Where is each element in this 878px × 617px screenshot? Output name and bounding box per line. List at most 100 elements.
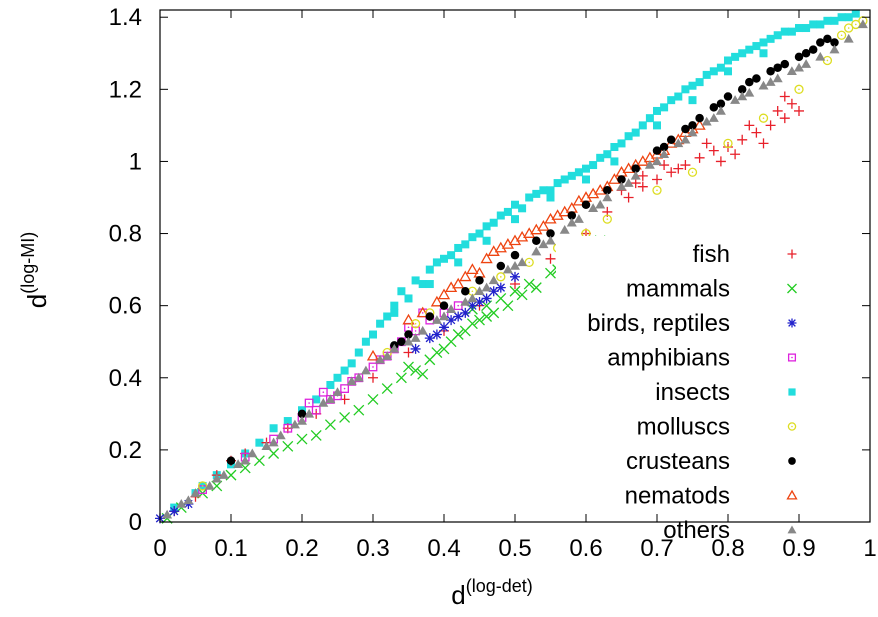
data-point-molluscs (410, 319, 421, 329)
data-point-insects (283, 417, 292, 426)
data-point-others (211, 473, 222, 483)
data-point-others (652, 156, 662, 166)
data-point-crusteans (404, 330, 413, 339)
data-point-nematods (693, 119, 706, 130)
data-point-insects (567, 171, 576, 180)
data-point-insects (617, 139, 626, 148)
data-point-insects (553, 179, 562, 188)
data-point-others (566, 217, 577, 227)
data-point-mammals (381, 383, 393, 395)
data-point-insects (468, 233, 477, 242)
data-point-insects (560, 175, 569, 184)
data-point-insects (432, 258, 441, 267)
data-point-mammals (353, 404, 365, 416)
data-point-amphibians (368, 362, 378, 372)
data-point-nematods (501, 238, 515, 249)
data-point-mammals (417, 368, 429, 380)
data-point-insects (418, 280, 427, 289)
data-point-others (488, 275, 499, 285)
data-point-fish (708, 145, 719, 156)
data-point-others (623, 178, 634, 187)
data-point-fish (794, 105, 804, 116)
data-point-others (616, 181, 627, 191)
series-birds-reptiles (155, 271, 520, 524)
data-point-nematods (558, 205, 571, 217)
data-point-insects (638, 121, 647, 130)
y-tick-label: 0.4 (109, 365, 142, 392)
x-axis-label-base: d (451, 580, 465, 610)
data-point-others (240, 455, 251, 465)
data-point-nematods (608, 173, 621, 184)
data-point-others (737, 91, 748, 101)
data-point-insects (830, 16, 839, 25)
x-tick-label: 0.5 (498, 535, 531, 562)
data-point-fish (673, 163, 684, 174)
data-point-insects (610, 143, 619, 152)
data-point-insects (461, 240, 470, 249)
data-point-others (403, 336, 414, 346)
x-tick-label: 0.1 (214, 535, 247, 562)
legend-item-nematods: nematods (625, 483, 798, 510)
data-point-birds-reptiles (460, 307, 471, 318)
data-point-crusteans (439, 301, 449, 310)
data-point-others (602, 192, 613, 202)
data-point-nematods (530, 223, 543, 235)
data-point-nematods (473, 266, 486, 278)
data-point-others (843, 33, 854, 43)
data-point-insects (326, 380, 335, 389)
data-point-insects (546, 193, 555, 202)
data-point-insects (312, 395, 321, 404)
legend-marker-amphibians (787, 353, 797, 362)
data-point-insects (518, 204, 527, 213)
data-point-mammals (488, 307, 500, 319)
data-point-insects (695, 78, 704, 87)
data-point-insects (844, 13, 853, 22)
legend-label: amphibians (607, 345, 730, 372)
data-point-others (801, 59, 812, 68)
series-others (162, 19, 868, 519)
legend-label: nematods (625, 483, 730, 510)
data-point-molluscs (602, 214, 612, 224)
data-point-fish (666, 167, 677, 178)
data-point-fish (772, 105, 783, 116)
data-point-insects (688, 81, 697, 90)
data-point-fish (623, 192, 634, 203)
data-point-insects (795, 24, 803, 33)
data-point-nematods (444, 281, 458, 293)
data-point-others (531, 246, 542, 256)
legend-item-birds-reptiles: birds, reptiles (587, 310, 797, 337)
data-point-others (588, 203, 599, 213)
data-point-insects (574, 168, 583, 177)
legend-background (556, 236, 754, 536)
data-point-insects (809, 20, 818, 29)
data-point-others (772, 73, 783, 83)
data-point-insects (496, 211, 505, 220)
data-point-insects (447, 251, 456, 260)
data-point-insects (525, 193, 534, 202)
data-point-amphibians (340, 384, 350, 393)
data-point-mammals (545, 267, 556, 279)
data-point-mammals (431, 347, 443, 358)
data-point-fish (545, 253, 556, 264)
x-tick-label: 1 (863, 535, 876, 562)
data-point-amphibians (318, 387, 328, 397)
data-point-insects (333, 373, 342, 382)
data-point-insects (851, 9, 860, 18)
x-tick-label: 0.4 (427, 535, 460, 562)
data-point-birds-reptiles (410, 343, 421, 354)
data-point-fish (779, 113, 790, 124)
data-point-others (680, 134, 691, 144)
data-point-insects (780, 27, 789, 36)
data-point-crusteans (475, 276, 484, 285)
data-point-birds-reptiles (495, 282, 506, 293)
data-point-insects (702, 70, 711, 79)
data-point-crusteans (425, 312, 435, 321)
series-crusteans (226, 34, 839, 465)
data-point-others (659, 149, 670, 158)
data-point-insects (709, 67, 718, 76)
data-point-fish (737, 134, 748, 145)
legend-item-amphibians: amphibians (607, 345, 797, 372)
legend-label: insects (655, 379, 730, 406)
legend-marker-insects (788, 388, 796, 396)
